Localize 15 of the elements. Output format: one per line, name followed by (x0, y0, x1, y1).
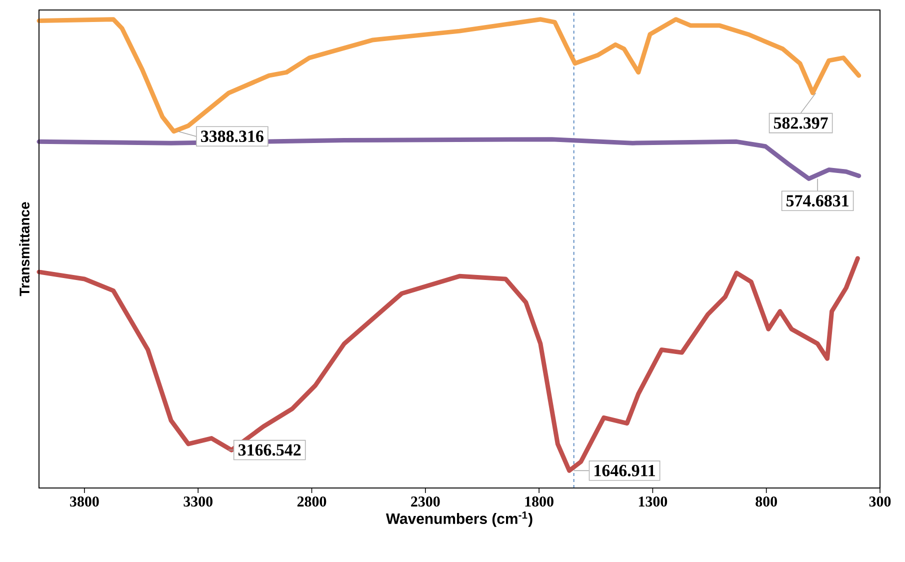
x-tick-label: 800 (756, 496, 777, 507)
x-tick-label: 3800 (70, 496, 99, 507)
annotation: 582.397 (774, 117, 828, 129)
x-tick-label: 1300 (638, 496, 668, 507)
x-tick-label: 1800 (525, 496, 554, 507)
annotation: 574.6831 (786, 195, 848, 207)
x-tick-label: 3300 (184, 496, 212, 507)
x-tick-label: 300 (869, 496, 891, 507)
y-axis-title: Transmittance (19, 202, 30, 296)
x-tick-label: 2800 (297, 496, 326, 507)
x-tick-label: 2300 (411, 496, 440, 507)
annotation: 3166.542 (238, 444, 301, 456)
annotation: 3388.316 (201, 130, 264, 142)
annotation: 1646.911 (594, 464, 655, 476)
x-axis-title: Wavenumbers (cm$^{-1}$) (386, 511, 532, 527)
